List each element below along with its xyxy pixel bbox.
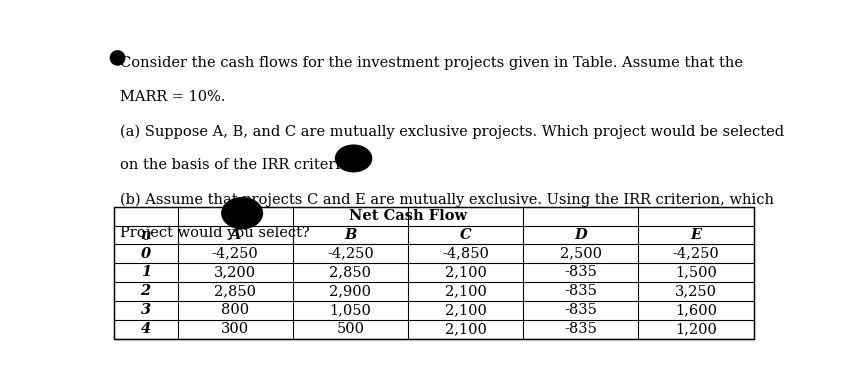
- Text: 2: 2: [140, 285, 151, 298]
- Text: 1: 1: [140, 265, 151, 280]
- Text: 1,050: 1,050: [329, 303, 371, 318]
- Text: 1,600: 1,600: [675, 303, 717, 318]
- Text: -4,250: -4,250: [212, 247, 259, 260]
- Text: -835: -835: [564, 285, 597, 298]
- Text: MARR = 10%.: MARR = 10%.: [120, 91, 226, 104]
- Ellipse shape: [110, 51, 124, 65]
- Text: C: C: [459, 228, 471, 242]
- Text: 2,100: 2,100: [445, 303, 486, 318]
- Text: 2,100: 2,100: [445, 285, 486, 298]
- Text: Consider the cash flows for the investment projects given in Table. Assume that : Consider the cash flows for the investme…: [120, 56, 743, 70]
- Text: Project would you select?: Project would you select?: [120, 227, 310, 240]
- Text: 2,500: 2,500: [560, 247, 602, 260]
- Text: 2,850: 2,850: [214, 285, 256, 298]
- Text: B: B: [344, 228, 356, 242]
- Text: 2,850: 2,850: [329, 265, 371, 280]
- Text: D: D: [574, 228, 587, 242]
- Text: 2,100: 2,100: [445, 322, 486, 336]
- Text: -835: -835: [564, 322, 597, 336]
- Text: 3: 3: [140, 303, 151, 318]
- Text: 2,100: 2,100: [445, 265, 486, 280]
- Text: on the basis of the IRR criterion?: on the basis of the IRR criterion?: [120, 159, 366, 172]
- Text: 2,900: 2,900: [329, 285, 371, 298]
- Text: 4: 4: [140, 322, 151, 336]
- Text: -4,850: -4,850: [442, 247, 489, 260]
- Text: -4,250: -4,250: [327, 247, 374, 260]
- Text: (a) Suppose A, B, and C are mutually exclusive projects. Which project would be : (a) Suppose A, B, and C are mutually exc…: [120, 124, 784, 139]
- Text: -835: -835: [564, 265, 597, 280]
- Text: 1,200: 1,200: [675, 322, 717, 336]
- Text: -835: -835: [564, 303, 597, 318]
- Text: 3,200: 3,200: [214, 265, 256, 280]
- Text: E: E: [690, 228, 701, 242]
- Text: 300: 300: [221, 322, 250, 336]
- Text: -4,250: -4,250: [673, 247, 719, 260]
- Text: 800: 800: [221, 303, 250, 318]
- Ellipse shape: [336, 145, 371, 172]
- Text: 1,500: 1,500: [675, 265, 717, 280]
- Text: (b) Assume that projects C and E are mutually exclusive. Using the IRR criterion: (b) Assume that projects C and E are mut…: [120, 192, 774, 207]
- Ellipse shape: [222, 198, 262, 228]
- Text: A: A: [229, 228, 241, 242]
- Text: 0: 0: [140, 247, 151, 260]
- Text: 500: 500: [337, 322, 365, 336]
- Text: n: n: [140, 228, 151, 242]
- Text: Net Cash Flow: Net Cash Flow: [349, 209, 467, 223]
- Text: 3,250: 3,250: [675, 285, 717, 298]
